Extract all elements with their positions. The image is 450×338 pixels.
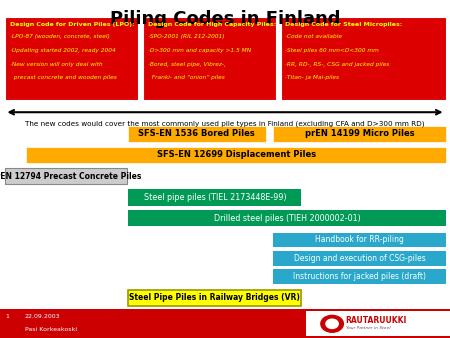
FancyBboxPatch shape (281, 17, 446, 100)
Text: Design Code for Driven Piles (LPO):: Design Code for Driven Piles (LPO): (10, 22, 135, 27)
Text: Steel Pipe Piles in Railway Bridges (VR): Steel Pipe Piles in Railway Bridges (VR) (130, 293, 300, 302)
FancyBboxPatch shape (5, 17, 138, 100)
Text: Design and execution of CSG-piles: Design and execution of CSG-piles (294, 254, 426, 263)
FancyBboxPatch shape (306, 311, 450, 336)
Text: ·RR, RD-, RS-, CSG and jacked piles: ·RR, RD-, RS-, CSG and jacked piles (285, 62, 390, 67)
Circle shape (321, 315, 343, 332)
Text: ·Titan- ja Mai-piles: ·Titan- ja Mai-piles (285, 75, 339, 80)
FancyBboxPatch shape (143, 17, 276, 100)
FancyBboxPatch shape (26, 147, 446, 163)
Text: ·Steel piles 60 mm<D<300 mm: ·Steel piles 60 mm<D<300 mm (285, 48, 379, 53)
Text: Steel pipe piles (TIEL 2173448E-99): Steel pipe piles (TIEL 2173448E-99) (144, 193, 286, 202)
Text: Instructions for jacked piles (draft): Instructions for jacked piles (draft) (293, 272, 426, 281)
Text: ·Code not available: ·Code not available (285, 34, 342, 40)
FancyBboxPatch shape (273, 251, 446, 266)
FancyBboxPatch shape (273, 233, 446, 247)
Text: Design Code for High Capacity Piles:: Design Code for High Capacity Piles: (148, 22, 276, 27)
FancyBboxPatch shape (273, 269, 446, 284)
Text: ·LPO-87 (wooden, concrete, steel): ·LPO-87 (wooden, concrete, steel) (10, 34, 110, 40)
FancyBboxPatch shape (273, 126, 446, 142)
FancyBboxPatch shape (128, 290, 302, 306)
FancyBboxPatch shape (5, 168, 127, 184)
Text: Franki- and “onion” piles: Franki- and “onion” piles (148, 75, 225, 80)
Text: Your Partner in Steel: Your Partner in Steel (346, 326, 390, 330)
Text: RAUTARUUKKI: RAUTARUUKKI (346, 316, 407, 325)
Text: SFS-EN 1536 Bored Piles: SFS-EN 1536 Bored Piles (139, 129, 255, 138)
Text: Piling Codes in Finland: Piling Codes in Finland (110, 9, 340, 28)
Text: ·Bored, steel pipe, Vibrez-,: ·Bored, steel pipe, Vibrez-, (148, 62, 225, 67)
Text: ·SPO-2001 (RIL 212-2001): ·SPO-2001 (RIL 212-2001) (148, 34, 224, 40)
Text: Drilled steel piles (TIEH 2000002-01): Drilled steel piles (TIEH 2000002-01) (214, 214, 361, 223)
Text: 22.09.2003: 22.09.2003 (25, 314, 60, 319)
Text: prEN 14199 Micro Piles: prEN 14199 Micro Piles (305, 129, 414, 138)
Text: Design Code for Steel Micropiles:: Design Code for Steel Micropiles: (285, 22, 403, 27)
Text: 1: 1 (5, 314, 9, 319)
Text: ·D>300 mm and capacity >1.5 MN: ·D>300 mm and capacity >1.5 MN (148, 48, 251, 53)
FancyBboxPatch shape (128, 126, 266, 142)
Text: The new codes would cover the most commonly used pile types in Finland (excludin: The new codes would cover the most commo… (25, 121, 425, 127)
Text: prEN 12794 Precast Concrete Piles: prEN 12794 Precast Concrete Piles (0, 172, 141, 180)
Text: ·Updating started 2002, ready 2004: ·Updating started 2002, ready 2004 (10, 48, 116, 53)
Text: ·New version will only deal with: ·New version will only deal with (10, 62, 103, 67)
Text: Handbook for RR-piling: Handbook for RR-piling (315, 236, 404, 244)
Text: Pasi Korkeakoski: Pasi Korkeakoski (25, 327, 77, 332)
Text: SFS-EN 12699 Displacement Piles: SFS-EN 12699 Displacement Piles (157, 150, 316, 159)
FancyBboxPatch shape (128, 189, 302, 206)
FancyBboxPatch shape (0, 309, 450, 338)
Circle shape (326, 319, 338, 329)
FancyBboxPatch shape (128, 210, 446, 226)
Text: precast concrete and wooden piles: precast concrete and wooden piles (10, 75, 117, 80)
